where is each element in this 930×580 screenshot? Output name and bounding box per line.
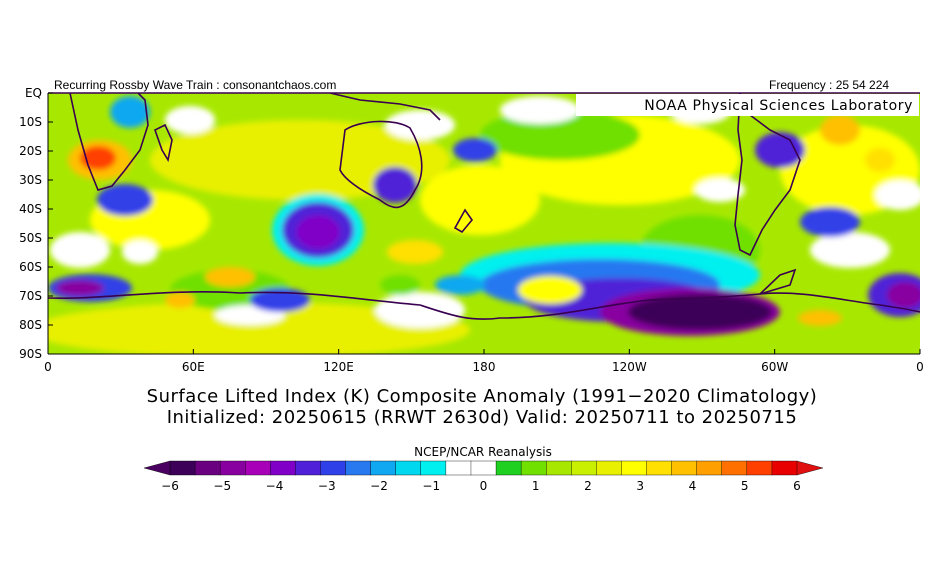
colorbar-swatch [395, 460, 422, 476]
lon-tick-label: 60W [761, 360, 788, 374]
title-line-2: Initialized: 20250615 (RRWT 2630d) Valid… [167, 407, 798, 428]
colorbar-tick-label: 3 [636, 479, 644, 493]
colorbar-tick-label: 1 [532, 479, 540, 493]
colorbar-swatch [245, 460, 271, 476]
colorbar-swatch [671, 460, 698, 476]
anomaly-field [48, 93, 920, 354]
colorbar-tick-label: −3 [318, 479, 336, 493]
colorbar-swatch [721, 460, 748, 476]
colorbar-tick-label: 2 [584, 479, 592, 493]
lat-tick-label: 60S [19, 260, 42, 274]
credit-label: NOAA Physical Sciences Laboratory [644, 98, 913, 114]
lat-tick-label: 90S [19, 347, 42, 361]
lon-tick-label: 180 [473, 360, 496, 374]
colorbar-swatch [320, 460, 347, 476]
lon-tick-label: 120E [323, 360, 354, 374]
latitude-axis: EQ 10S 20S 30S 40S 50S 60S 70S 80S 90S [19, 86, 53, 361]
lat-tick-label: 20S [19, 144, 42, 158]
colorbar-tick-label: 0 [480, 479, 488, 493]
coastlines [48, 93, 920, 320]
colorbar-swatch [495, 460, 522, 476]
colorbar-swatch [295, 460, 321, 476]
lon-tick-label: 120W [612, 360, 647, 374]
colorbar-swatch [696, 460, 723, 476]
colorbar-swatch [746, 460, 773, 476]
colorbar-label: NCEP/NCAR Reanalysis [414, 445, 552, 459]
colorbar-swatch [596, 460, 622, 476]
colorbar-swatch [219, 460, 246, 476]
lat-tick-label: 40S [19, 202, 42, 216]
lon-tick-label: 0 [44, 360, 52, 374]
colorbar-swatch [445, 460, 472, 476]
colorbar-swatch [771, 460, 798, 476]
colorbar-swatch [646, 460, 673, 476]
lat-tick-label: EQ [25, 86, 42, 100]
colorbar-tick-label: −2 [370, 479, 388, 493]
colorbar-swatch [520, 460, 547, 476]
colorbar-tick-label: −4 [266, 479, 284, 493]
colorbar-tick-label: −6 [161, 479, 179, 493]
colorbar-left-arrow [143, 460, 171, 476]
lon-tick-label: 0 [916, 360, 924, 374]
lat-tick-label: 80S [19, 318, 42, 332]
colorbar-tick-label: −5 [213, 479, 231, 493]
lat-tick-label: 30S [19, 173, 42, 187]
header-right-text: Frequency : 25 54 224 [769, 78, 890, 92]
colorbar-swatch [270, 460, 296, 476]
colorbar-swatch [470, 460, 497, 476]
colorbar-swatch [571, 460, 597, 476]
lat-tick-label: 10S [19, 115, 42, 129]
colorbar-tick-label: −1 [422, 479, 440, 493]
lat-tick-label: 70S [19, 289, 42, 303]
title-line-1: Surface Lifted Index (K) Composite Anoma… [147, 386, 818, 407]
colorbar-swatch [621, 460, 648, 476]
colorbar-tick-label: 6 [793, 479, 801, 493]
colorbar-tick-label: 5 [741, 479, 749, 493]
colorbar-swatch [370, 460, 397, 476]
colorbar-swatch [194, 460, 221, 476]
lon-tick-label: 60E [182, 360, 205, 374]
colorbar-swatch [345, 460, 372, 476]
colorbar-swatch [169, 460, 196, 476]
colorbar-swatch [420, 460, 447, 476]
colorbar: −6 −5 −4 −3 −2 −1 0 1 2 3 4 5 6 [143, 460, 824, 493]
header-left-text: Recurring Rossby Wave Train : consonantc… [54, 78, 337, 92]
colorbar-tick-label: 4 [689, 479, 697, 493]
colorbar-right-arrow [796, 460, 824, 476]
longitude-axis: 0 60E 120E 180 120W 60W 0 [44, 349, 924, 374]
colorbar-swatch [546, 460, 572, 476]
lat-tick-label: 50S [19, 231, 42, 245]
